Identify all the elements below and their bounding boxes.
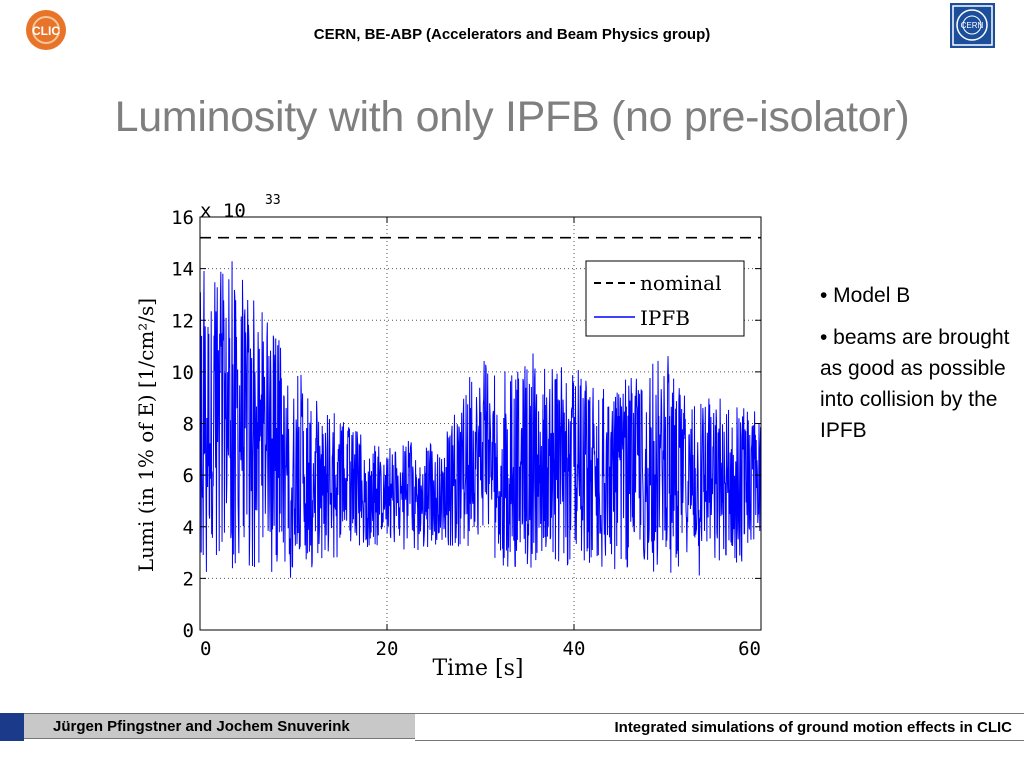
y-tick-label: 16 — [171, 207, 194, 229]
clic-logo-text: CLIC — [32, 24, 60, 38]
header-title: CERN, BE-ABP (Accelerators and Beam Phys… — [313, 26, 711, 43]
chart-legend: nominal IPFB — [585, 260, 745, 337]
legend-nominal-label: nominal — [640, 271, 721, 295]
y-tick-label: 6 — [183, 465, 194, 487]
y-tick-label: 14 — [171, 259, 194, 281]
x-axis-label: Time [s] — [432, 656, 523, 681]
series-ipfb-line — [199, 261, 762, 578]
bullet-item: • beams are brought as good as possible … — [820, 326, 1010, 442]
y-scale-label: x 10 — [200, 200, 246, 222]
y-tick-label: 4 — [183, 517, 194, 539]
footer-talk-title: Integrated simulations of ground motion … — [614, 719, 1012, 736]
x-tick-label: 20 — [376, 638, 399, 660]
y-tick-label: 2 — [183, 568, 194, 590]
y-tick-label: 10 — [171, 362, 194, 384]
legend-box — [585, 260, 745, 337]
bullet-item: • Model B — [820, 284, 911, 307]
x-tick-label: 40 — [563, 638, 586, 660]
footer-authors-bar: Jürgen Pfingstner and Jochem Snuverink — [24, 713, 415, 739]
x-tick-label: 0 — [200, 638, 211, 660]
slide-title: Luminosity with only IPFB (no pre-isolat… — [114, 93, 910, 141]
cern-logo: CERN — [950, 3, 995, 48]
y-axis-label: Lumi (in 1% of E) [1/cm²/s] — [134, 298, 158, 572]
bullet-list: • Model B • beams are brought as good as… — [820, 280, 1020, 457]
footer-accent-bar — [0, 713, 24, 741]
ipfb-line — [199, 261, 762, 578]
clic-logo: CLIC — [25, 9, 67, 51]
footer-title-bar: Integrated simulations of ground motion … — [415, 713, 1024, 741]
cern-logo-text: CERN — [961, 21, 984, 30]
y-tick-label: 12 — [171, 310, 194, 332]
legend-ipfb-label: IPFB — [640, 306, 690, 330]
x-tick-label: 60 — [738, 638, 761, 660]
y-scale-exponent: 33 — [265, 193, 281, 208]
footer-authors: Jürgen Pfingstner and Jochem Snuverink — [53, 718, 350, 735]
y-tick-label: 8 — [183, 414, 194, 436]
axis-ticks: 0 2 4 6 8 10 12 14 16 0 20 40 60 — [171, 207, 762, 660]
y-tick-label: 0 — [183, 620, 194, 642]
